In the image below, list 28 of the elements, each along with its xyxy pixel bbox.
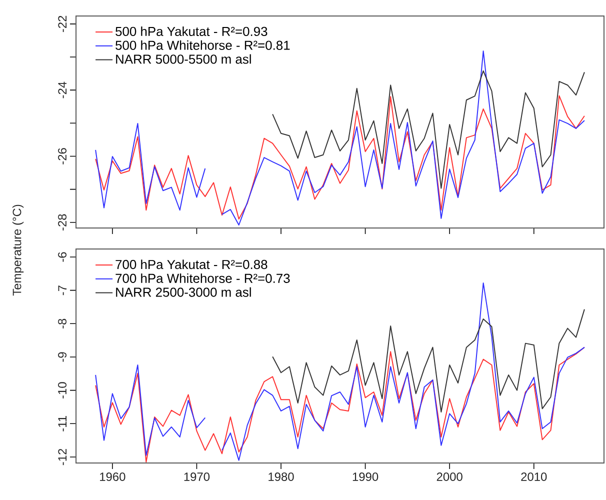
legend-label: 700 hPa Yakutat - R²=0.88 (116, 260, 268, 270)
y-tick-label: -9 (58, 352, 66, 362)
y-tick-label: -6 (58, 252, 66, 262)
line-series (272, 70, 585, 189)
x-tick-label: 1980 (268, 472, 294, 481)
legend-label: NARR 5000-5500 m asl (116, 54, 251, 64)
y-tick-label: -11 (58, 416, 66, 432)
legend-label: 700 hPa Whitehorse - R²=0.73 (116, 273, 290, 283)
x-tick-label: 2000 (436, 472, 462, 481)
y-tick-label: -8 (58, 318, 66, 328)
line-series (95, 346, 585, 462)
y-axis-title: Temperature (°C) (12, 204, 24, 296)
y-tick-label: -24 (58, 82, 66, 98)
y-tick-label: -26 (58, 148, 66, 164)
y-tick-label: -28 (58, 214, 66, 230)
x-tick-label: 1990 (352, 472, 378, 481)
legend-label: 500 hPa Yakutat - R²=0.93 (116, 26, 268, 36)
y-tick-label: -12 (58, 448, 66, 466)
line-series (272, 308, 585, 412)
legend-label: 500 hPa Whitehorse - R²=0.81 (116, 40, 290, 50)
x-tick-label: 2010 (521, 472, 547, 481)
line-series (95, 95, 585, 220)
y-tick-label: -10 (58, 382, 66, 398)
legend-label: NARR 2500-3000 m asl (116, 287, 251, 297)
y-tick-label: -22 (58, 16, 66, 32)
x-tick-label: 1960 (100, 472, 126, 481)
x-tick-label: 1970 (184, 472, 210, 481)
y-tick-label: -7 (58, 286, 66, 296)
